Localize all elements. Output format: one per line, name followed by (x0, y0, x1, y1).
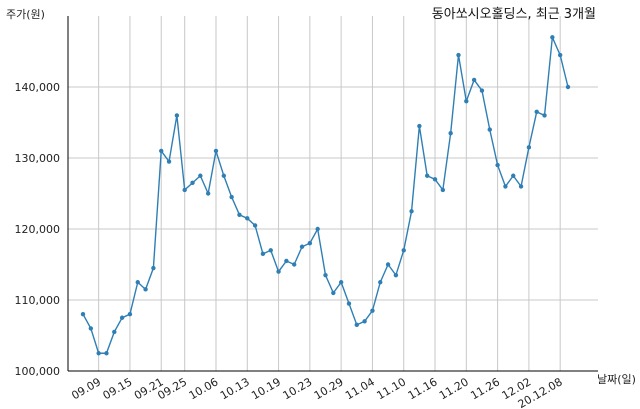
x-tick-label: 10.19 (249, 375, 283, 402)
data-point (143, 287, 148, 292)
x-tick-label: 10.23 (281, 375, 315, 402)
data-point (385, 262, 391, 267)
data-point (440, 187, 446, 193)
price-series (80, 34, 571, 356)
y-tick-label: 140,000 (15, 81, 61, 94)
data-point (534, 109, 539, 115)
y-tick-labels: 100,000 110,000 120,000 130,000 140,000 (15, 81, 61, 378)
data-point (456, 52, 461, 58)
data-point (331, 290, 336, 296)
data-point (495, 162, 500, 168)
data-point (159, 148, 164, 154)
data-point (198, 173, 203, 178)
data-point (213, 148, 219, 154)
data-point (307, 241, 313, 246)
gridlines (68, 16, 598, 371)
data-point (112, 329, 117, 335)
data-point (166, 159, 172, 164)
data-point (393, 272, 399, 278)
data-point (96, 351, 101, 356)
data-point (104, 351, 109, 356)
data-point (245, 216, 250, 221)
data-point (182, 187, 187, 193)
y-tick-label: 130,000 (15, 152, 61, 165)
data-point (503, 184, 508, 189)
data-point (401, 248, 406, 253)
y-tick-label: 120,000 (15, 223, 61, 236)
data-point (299, 244, 305, 249)
data-point (190, 180, 195, 186)
data-point (378, 280, 383, 285)
data-point (518, 184, 524, 189)
data-point (323, 272, 328, 278)
data-point (417, 123, 422, 129)
x-tick-label: 10.06 (187, 375, 221, 402)
data-point (511, 173, 516, 178)
data-point (471, 77, 477, 83)
data-point (448, 130, 453, 136)
x-tick-labels: 09.0909.1509.2109.2510.0610.1310.1910.23… (69, 375, 564, 409)
x-tick-label: 11.26 (468, 375, 502, 402)
data-point (135, 280, 140, 285)
data-point (550, 35, 555, 40)
chart-title: 동아쏘시오홀딩스, 최근 3개월 (432, 7, 596, 22)
data-point (229, 194, 234, 200)
data-point (464, 99, 469, 104)
x-axis-title: 날짜(일) (597, 372, 636, 386)
y-tick-label: 100,000 (15, 365, 61, 378)
data-point (119, 315, 125, 320)
data-point (487, 127, 492, 132)
data-point (127, 312, 133, 317)
x-tick-label: 11.04 (343, 375, 377, 402)
data-point (557, 52, 563, 58)
data-point (565, 84, 571, 90)
data-point (370, 308, 375, 313)
x-tick-label: 09.15 (101, 375, 135, 402)
y-axis-title: 주가(원) (6, 8, 45, 21)
y-tick-label: 110,000 (15, 294, 61, 307)
data-point (424, 173, 430, 178)
data-point (80, 312, 86, 317)
x-tick-label: 11.16 (406, 375, 440, 402)
data-point (174, 113, 180, 118)
data-point (88, 326, 94, 331)
series-line (82, 34, 569, 354)
x-tick-label: 10.13 (218, 375, 252, 402)
data-point (205, 191, 211, 196)
data-point (260, 251, 266, 257)
data-point (252, 223, 258, 228)
x-tick-label: 11.10 (374, 375, 408, 402)
x-tick-label: 10.29 (312, 375, 346, 402)
data-point (354, 322, 359, 328)
data-point (362, 319, 367, 324)
data-point (221, 173, 227, 178)
data-point (237, 212, 242, 217)
data-point (346, 301, 352, 306)
data-point (542, 113, 547, 118)
data-point (479, 88, 485, 93)
data-point (432, 177, 438, 182)
data-point (276, 269, 281, 274)
data-point (315, 226, 320, 232)
x-tick-label: 09.09 (69, 375, 103, 402)
data-point (268, 248, 273, 253)
data-point (338, 280, 344, 285)
data-point (409, 209, 414, 214)
x-tick-label: 11.20 (437, 375, 471, 402)
data-point (284, 258, 289, 264)
data-point (526, 145, 532, 150)
data-point (292, 262, 297, 267)
data-point (151, 265, 156, 271)
